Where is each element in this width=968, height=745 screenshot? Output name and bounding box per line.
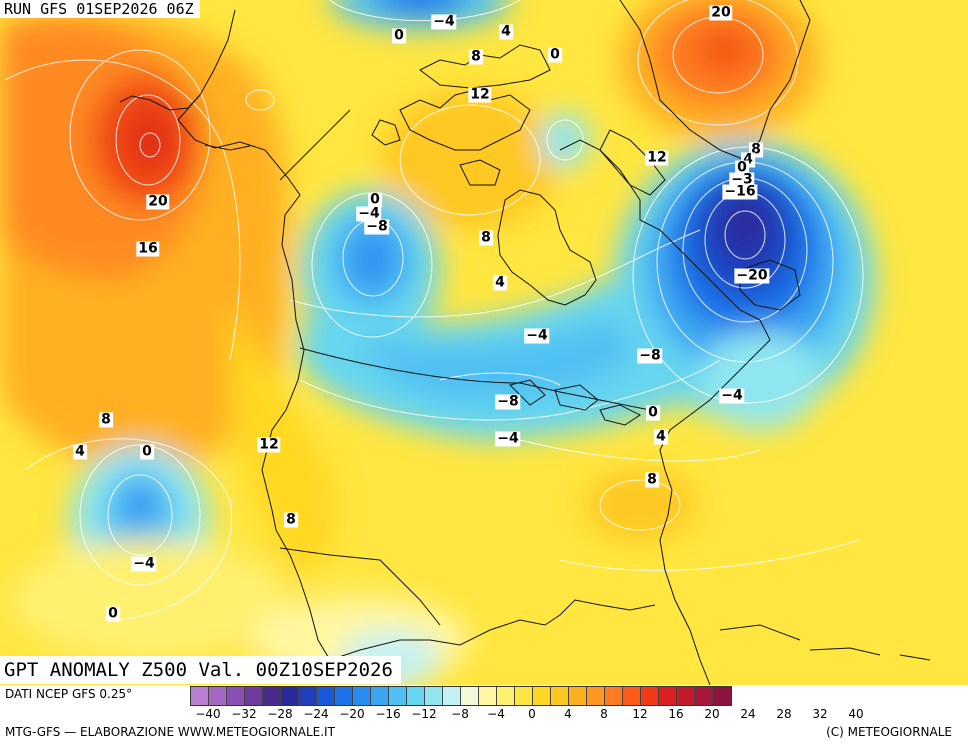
colorbar-swatch xyxy=(263,687,281,705)
contour-label: −3 xyxy=(729,171,755,188)
colorbar-tick-label: −4 xyxy=(487,707,505,721)
contour-label: 4 xyxy=(493,274,507,291)
colorbar-tick-label: 12 xyxy=(632,707,648,721)
colorbar-tick-label: 8 xyxy=(600,707,608,721)
colorbar-tick-label: −8 xyxy=(451,707,469,721)
colorbar-swatch xyxy=(713,687,731,705)
contour-label: 20 xyxy=(146,193,170,210)
contour-label: 8 xyxy=(479,229,493,246)
contour-label: 16 xyxy=(136,240,160,257)
contour-label: 12 xyxy=(257,436,281,453)
map-title: GPT ANOMALY Z500 Val. 00Z10SEP2026 xyxy=(0,656,401,684)
colorbar-swatch xyxy=(443,687,461,705)
contour-label: −4 xyxy=(719,387,745,404)
colorbar-tick-label: −24 xyxy=(303,707,329,721)
colorbar-tick-label: −32 xyxy=(231,707,257,721)
coastlines xyxy=(119,0,931,685)
contour-label: 4 xyxy=(73,443,87,460)
contour-label: 20 xyxy=(709,4,733,21)
colorbar-tick-label: 16 xyxy=(668,707,684,721)
contour-label: 12 xyxy=(468,86,492,103)
data-source-text: DATI NCEP GFS 0.25° xyxy=(5,687,133,701)
contour-label: −4 xyxy=(131,555,157,572)
contour-label: 0 xyxy=(106,605,120,622)
colorbar-tick-label: 0 xyxy=(528,707,536,721)
colorbar-swatch xyxy=(677,687,695,705)
colorbar-swatch xyxy=(623,687,641,705)
colorbar-swatch xyxy=(371,687,389,705)
colorbar-swatch xyxy=(389,687,407,705)
colorbar-swatch xyxy=(695,687,713,705)
colorbar-swatch xyxy=(479,687,497,705)
contour-lines xyxy=(4,0,864,621)
colorbar-tick-label: 20 xyxy=(704,707,720,721)
colorbar-tick-label: 4 xyxy=(564,707,572,721)
contour-label: −4 xyxy=(495,430,521,447)
colorbar-ticks: −40 −32 −28 −24 −20 −16 −12 −8 −4 0 4 8 12 16 20 24 28 32… xyxy=(190,707,968,723)
contour-label: −4 xyxy=(356,205,382,222)
map-canvas xyxy=(0,0,968,685)
colorbar-swatch xyxy=(461,687,479,705)
colorbar-swatch xyxy=(659,687,677,705)
colorbar-swatch xyxy=(569,687,587,705)
colorbar-swatch xyxy=(281,687,299,705)
colorbar-swatch xyxy=(191,687,209,705)
contour-label: 4 xyxy=(499,23,513,40)
contour-label: 8 xyxy=(469,48,483,65)
colorbar-swatch xyxy=(407,687,425,705)
colorbar-swatch xyxy=(317,687,335,705)
contour-label: 12 xyxy=(645,149,669,166)
colorbar-swatch xyxy=(209,687,227,705)
colorbar-swatch xyxy=(533,687,551,705)
colorbar-tick-label: −12 xyxy=(411,707,437,721)
colorbar-swatch xyxy=(551,687,569,705)
colorbar-tick-label: 32 xyxy=(812,707,828,721)
colorbar-swatch xyxy=(425,687,443,705)
colorbar-tick-label: −20 xyxy=(339,707,365,721)
colorbar-swatch xyxy=(299,687,317,705)
colorbar-tick-label: −40 xyxy=(195,707,221,721)
colorbar-tick-label: 40 xyxy=(848,707,864,721)
contour-label: −20 xyxy=(734,267,770,284)
contour-label: 8 xyxy=(284,511,298,528)
contour-label: 0 xyxy=(548,46,562,63)
colorbar-swatch xyxy=(497,687,515,705)
colorbar-swatch xyxy=(641,687,659,705)
contour-label: 8 xyxy=(99,411,113,428)
contour-label: 0 xyxy=(735,159,749,176)
contour-label: 0 xyxy=(392,27,406,44)
credit-right: (C) METEOGIORNALE xyxy=(826,725,952,739)
contour-label: −8 xyxy=(495,393,521,410)
colorbar-swatch xyxy=(227,687,245,705)
contour-label: −8 xyxy=(364,218,390,235)
contour-label: 0 xyxy=(646,404,660,421)
credit-left: MTG-GFS — ELABORAZIONE WWW.METEOGIORNALE… xyxy=(5,725,335,739)
colorbar-swatch xyxy=(245,687,263,705)
contour-label: 8 xyxy=(645,471,659,488)
colorbar-swatch xyxy=(605,687,623,705)
footer: DATI NCEP GFS 0.25° −40 −32 −28 −24 −20 −16 −1… xyxy=(0,685,968,745)
contour-label: −4 xyxy=(524,327,550,344)
contour-label: −4 xyxy=(431,13,457,30)
colorbar-swatch xyxy=(335,687,353,705)
colorbar-swatch xyxy=(587,687,605,705)
colorbar-swatch xyxy=(515,687,533,705)
contour-label: 0 xyxy=(140,443,154,460)
colorbar-tick-label: −16 xyxy=(375,707,401,721)
colorbar xyxy=(190,686,732,706)
colorbar-tick-label: −28 xyxy=(267,707,293,721)
contour-label: 0 xyxy=(368,191,382,208)
contour-label: 4 xyxy=(654,428,668,445)
colorbar-swatch xyxy=(353,687,371,705)
anomaly-map xyxy=(0,0,968,685)
colorbar-tick-label: 24 xyxy=(740,707,756,721)
contour-label: −16 xyxy=(722,183,758,200)
contour-label: −8 xyxy=(637,347,663,364)
colorbar-tick-label: 28 xyxy=(776,707,792,721)
run-title: RUN GFS 01SEP2026 06Z xyxy=(0,0,200,18)
